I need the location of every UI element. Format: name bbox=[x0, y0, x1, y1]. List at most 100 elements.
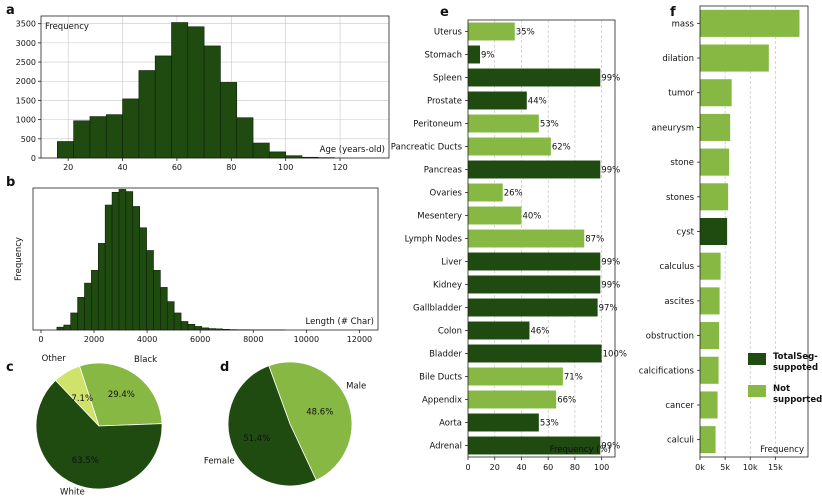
hist-bar bbox=[180, 321, 189, 331]
bar-mesentery bbox=[468, 206, 522, 225]
x-tick-label: 2000 bbox=[84, 335, 104, 344]
category-label: Kidney bbox=[433, 281, 462, 291]
hist-bar bbox=[171, 22, 189, 159]
y-tick-label: 1500 bbox=[16, 96, 36, 105]
category-label: Bladder bbox=[429, 350, 462, 360]
pie-slice-white bbox=[35, 379, 163, 490]
category-label: aneurysm bbox=[652, 123, 694, 133]
bar-lymph-nodes bbox=[468, 229, 585, 248]
bar-gallbladder bbox=[468, 298, 598, 317]
category-label: Uterus bbox=[434, 28, 463, 38]
category-label: tumor bbox=[668, 89, 694, 99]
x-tick-label: 15k bbox=[768, 463, 783, 472]
hist-bar bbox=[91, 270, 99, 331]
category-label: Colon bbox=[438, 327, 462, 337]
x-axis-label: Frequency bbox=[760, 445, 804, 455]
plot-frame bbox=[699, 5, 809, 458]
legend-label: TotalSeg-suppoted bbox=[773, 352, 818, 373]
category-label: calcifications bbox=[639, 366, 695, 376]
pie-percent-label: 7.1% bbox=[71, 394, 93, 404]
category-label: cyst bbox=[677, 228, 695, 238]
y-tick-label: 3500 bbox=[16, 20, 36, 29]
x-tick-label: 20 bbox=[490, 463, 500, 472]
hist-bar bbox=[203, 45, 221, 159]
hist-bar bbox=[269, 151, 286, 159]
panel-b: b 0 2000 4000 6000 8000 10000 12000 Frequency Len… bbox=[6, 175, 379, 344]
x-tick-label: 12000 bbox=[347, 335, 372, 344]
pie-percent-label: 48.6% bbox=[306, 408, 333, 418]
value-label: 53% bbox=[540, 419, 559, 429]
bar-appendix bbox=[468, 390, 557, 409]
category-label: mass bbox=[672, 19, 695, 29]
x-axis-label: Age (years-old) bbox=[320, 145, 385, 155]
hist-bar bbox=[89, 116, 107, 159]
category-label: Gallbladder bbox=[413, 304, 463, 314]
pie-category-label: White bbox=[60, 487, 85, 497]
hist-bar bbox=[132, 206, 140, 331]
value-label: 62% bbox=[552, 143, 571, 153]
hist-bar bbox=[97, 243, 106, 331]
hist-bar bbox=[73, 120, 91, 159]
y-tick-label: 2500 bbox=[16, 58, 36, 67]
value-label: 99% bbox=[601, 166, 620, 176]
x-tick-label: 100 bbox=[278, 163, 293, 172]
hist-bar bbox=[194, 326, 203, 331]
category-label: Peritoneum bbox=[413, 120, 462, 130]
category-label: calculus bbox=[660, 262, 695, 272]
x-tick-label: 8000 bbox=[243, 335, 263, 344]
x-tick-label: 80 bbox=[570, 463, 580, 472]
category-label: Ovaries bbox=[430, 189, 463, 199]
x-axis-label: Frequency (%) bbox=[550, 445, 611, 455]
y-tick-label: 1000 bbox=[16, 116, 36, 125]
legend-swatch bbox=[748, 353, 766, 365]
bar-obstruction bbox=[700, 322, 720, 350]
pie-slice-other bbox=[55, 365, 100, 427]
x-tick-label: 40 bbox=[117, 163, 127, 172]
bar-cancer bbox=[700, 391, 718, 419]
bar-uterus bbox=[468, 22, 515, 41]
bar-aneurysm bbox=[700, 113, 731, 141]
x-tick-label: 40 bbox=[516, 463, 526, 472]
category-label: calculi bbox=[667, 436, 694, 446]
bar-tumor bbox=[700, 79, 732, 107]
category-label: Lymph Nodes bbox=[405, 235, 463, 245]
panel-letter-e: e bbox=[440, 5, 449, 20]
panel-letter-c: c bbox=[6, 360, 14, 375]
legend-label: Not supported bbox=[773, 384, 822, 405]
category-label: Pancreatic Ducts bbox=[391, 143, 463, 153]
pie-slice-male bbox=[268, 361, 353, 481]
category-label: Spleen bbox=[433, 74, 462, 84]
x-tick-label: 80 bbox=[226, 163, 236, 172]
hist-bar bbox=[125, 191, 134, 331]
category-label: obstruction bbox=[646, 332, 694, 342]
panel-d: d 48.6% Male 51.4% Female bbox=[204, 360, 366, 487]
hist-bar bbox=[139, 227, 147, 331]
hist-bar bbox=[70, 312, 78, 331]
hist-bar bbox=[84, 282, 92, 331]
pie-percent-label: 51.4% bbox=[243, 434, 270, 444]
category-label: Aorta bbox=[439, 419, 462, 429]
bar-calculus bbox=[700, 252, 721, 280]
hist-bar bbox=[166, 301, 175, 331]
hist-bar bbox=[146, 250, 154, 331]
bar-calcifications bbox=[700, 356, 719, 384]
value-label: 71% bbox=[564, 373, 583, 383]
category-label: Bile Ducts bbox=[419, 373, 462, 383]
x-tick-label: 100 bbox=[594, 463, 609, 472]
value-label: 66% bbox=[557, 396, 576, 406]
hist-bar bbox=[187, 324, 196, 331]
y-tick-label: 0 bbox=[31, 154, 36, 163]
hist-bar bbox=[173, 312, 182, 331]
hist-bar bbox=[236, 117, 254, 159]
x-tick-label: 10k bbox=[743, 463, 758, 472]
bar-ovaries bbox=[468, 183, 503, 202]
y-tick-label: 3000 bbox=[16, 39, 36, 48]
y-tick-label: 2000 bbox=[16, 77, 36, 86]
bar-mass bbox=[700, 9, 800, 37]
category-label: Liver bbox=[441, 258, 462, 268]
hist-bar bbox=[104, 204, 113, 331]
value-label: 99% bbox=[601, 74, 620, 84]
value-label: 26% bbox=[504, 189, 523, 199]
pie-category-label: Other bbox=[42, 354, 67, 364]
